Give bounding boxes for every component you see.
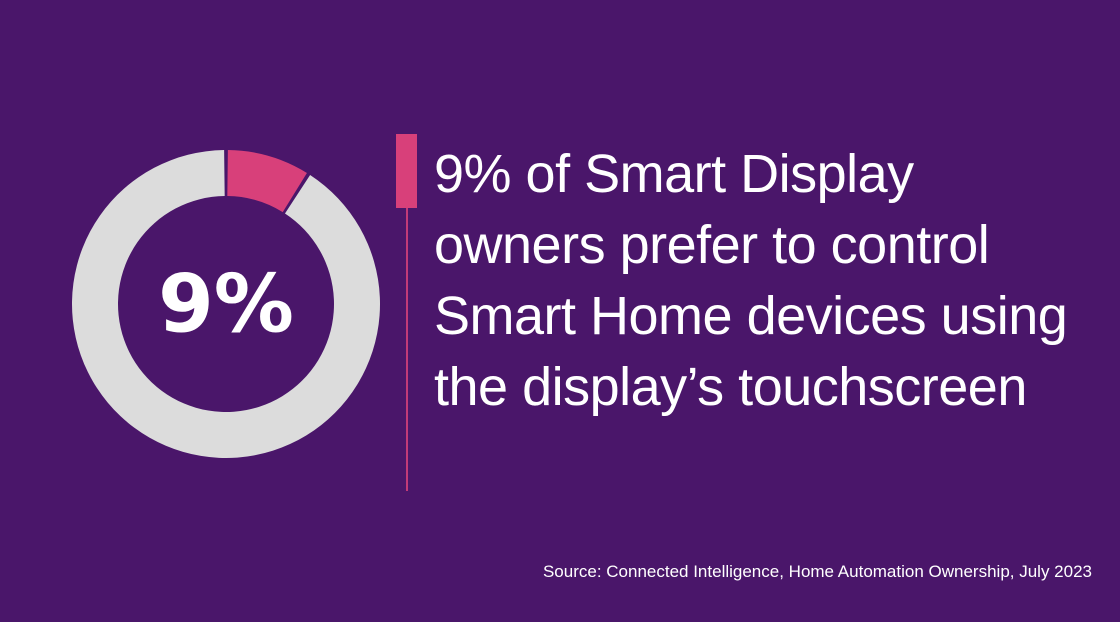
headline-statement: 9% of Smart Display owners prefer to con… bbox=[434, 144, 1068, 417]
donut-slice-remainder bbox=[72, 150, 380, 458]
donut-center-label: 9% bbox=[158, 258, 294, 351]
source-citation: Source: Connected Intelligence, Home Aut… bbox=[542, 562, 1092, 581]
donut-slices bbox=[72, 150, 380, 458]
donut-chart: 9% bbox=[72, 150, 380, 458]
donut-chart-svg: 9% bbox=[72, 150, 380, 458]
accent-bar bbox=[396, 134, 417, 208]
donut-slice-highlight bbox=[227, 150, 307, 213]
accent-divider-line bbox=[406, 208, 408, 491]
